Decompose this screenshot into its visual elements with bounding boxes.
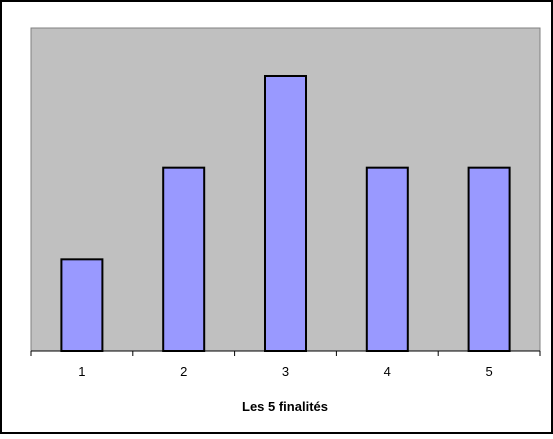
bar-4	[365, 166, 409, 352]
bar-5	[467, 166, 511, 352]
x-axis-label: Les 5 finalités	[242, 399, 328, 414]
bar-2	[162, 166, 206, 352]
bar-1	[60, 258, 104, 353]
x-tick-label: 4	[384, 364, 391, 379]
x-tick-label: 3	[282, 364, 289, 379]
x-tick-label: 5	[485, 364, 492, 379]
bar-3	[264, 75, 307, 352]
x-tick-label: 1	[78, 364, 85, 379]
x-tick-label: 2	[180, 364, 187, 379]
